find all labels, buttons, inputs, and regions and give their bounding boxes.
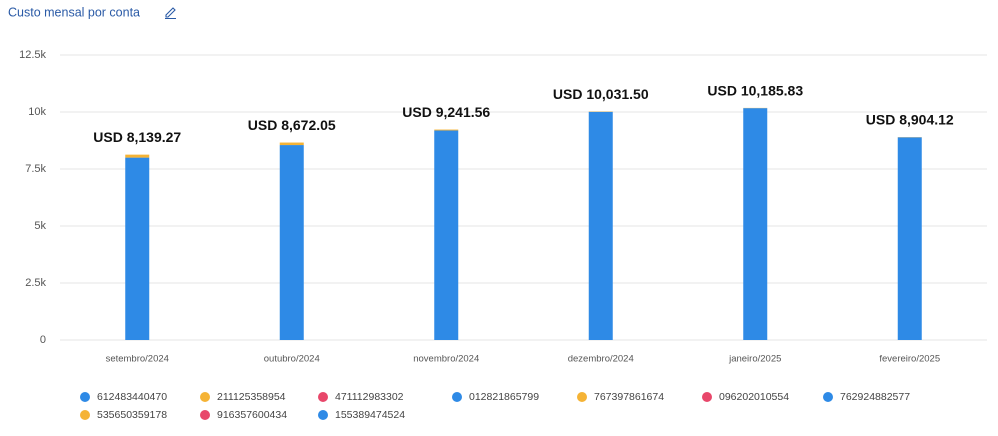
bar-segment (588, 111, 613, 340)
bar-segment (125, 157, 150, 340)
legend-label: 155389474524 (335, 409, 405, 421)
legend-label: 211125358954 (217, 391, 286, 403)
bar-segment (434, 130, 459, 340)
total-label: USD 8,904.12 (866, 112, 954, 128)
y-tick-label: 0 (40, 334, 46, 346)
legend-dot (200, 410, 210, 420)
total-label: USD 10,185.83 (707, 82, 803, 98)
total-label: USD 8,672.05 (248, 117, 336, 133)
legend-dot (80, 392, 90, 402)
total-label: USD 10,031.50 (553, 86, 649, 102)
y-tick-label: 12.5k (19, 49, 46, 61)
legend-label: 012821865799 (469, 391, 539, 403)
legend-dot (80, 410, 90, 420)
legend-label: 535650359178 (97, 409, 167, 421)
legend-label: 096202010554 (719, 391, 789, 403)
bar-segment (743, 108, 768, 341)
total-label: USD 9,241.56 (402, 104, 490, 120)
x-tick-label: novembro/2024 (413, 354, 479, 365)
legend-label: 916357600434 (217, 409, 287, 421)
bar-segment (897, 137, 922, 340)
legend-dot (823, 392, 833, 402)
legend-label: 767397861674 (594, 391, 664, 403)
total-label: USD 8,139.27 (93, 129, 181, 145)
x-tick-label: setembro/2024 (106, 354, 169, 365)
legend-dot (702, 392, 712, 402)
y-tick-label: 10k (28, 106, 46, 118)
legend-label: 762924882577 (840, 391, 910, 403)
legend-label: 612483440470 (97, 391, 167, 403)
legend-dot (318, 410, 328, 420)
x-tick-label: fevereiro/2025 (879, 354, 940, 365)
legend-dot (577, 392, 587, 402)
legend-dot (452, 392, 462, 402)
chart-title: Custo mensal por conta (8, 5, 140, 19)
x-tick-label: dezembro/2024 (568, 354, 634, 365)
x-tick-label: janeiro/2025 (728, 354, 781, 365)
legend-label: 471112983302 (335, 391, 404, 403)
y-tick-label: 2.5k (25, 277, 46, 289)
bar-segment (125, 154, 150, 158)
y-tick-label: 5k (34, 220, 46, 232)
y-tick-label: 7.5k (25, 163, 46, 175)
x-tick-label: outubro/2024 (264, 354, 320, 365)
bar-segment (279, 142, 304, 146)
edit-icon[interactable] (165, 7, 176, 20)
bar-segment (434, 129, 459, 131)
legend-dot (200, 392, 210, 402)
legend-dot (318, 392, 328, 402)
bar-segment (279, 145, 304, 340)
